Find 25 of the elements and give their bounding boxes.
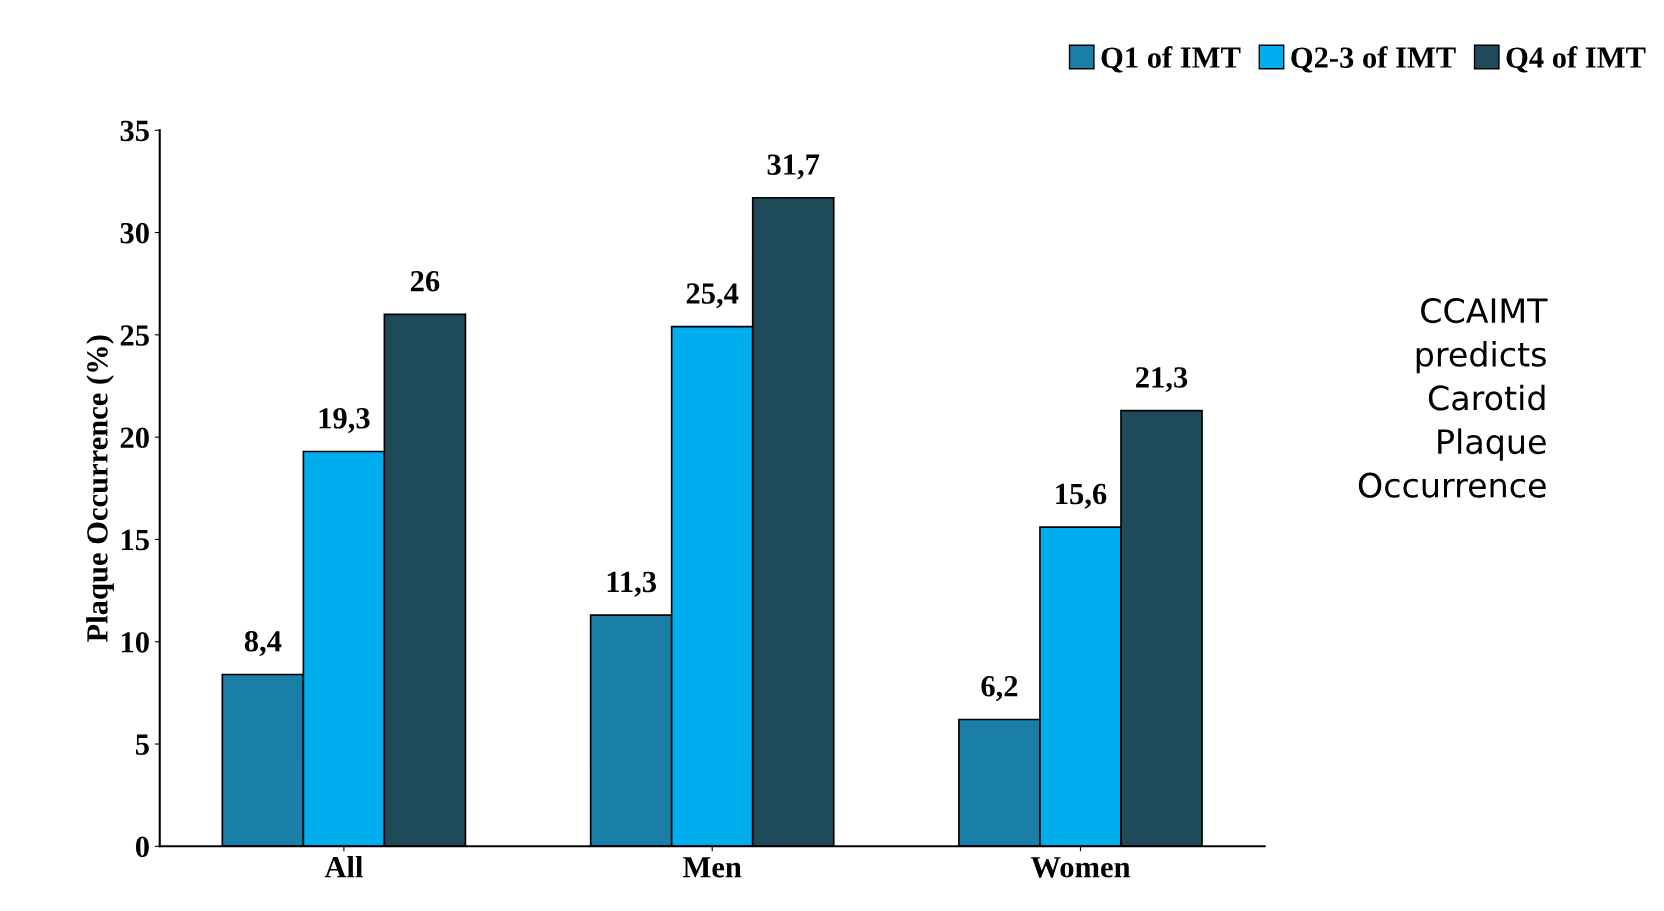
- y-tick-label: 35: [120, 120, 149, 142]
- text: CCAIMT predicts Carotid Plaque Occurrence: [1358, 297, 1548, 498]
- data-label: 25,4: [686, 283, 739, 309]
- data-label: 31,7: [767, 154, 820, 180]
- data-label: 15,6: [1056, 483, 1107, 509]
- y-tick-label: 5: [135, 734, 149, 755]
- data-label: 11,3: [607, 571, 657, 597]
- x-tick-label: Men: [683, 857, 742, 878]
- data-label: 19,3: [319, 408, 370, 434]
- data-label: 26: [410, 270, 440, 292]
- y-tick-label: 15: [121, 529, 149, 551]
- y-tick-label: 20: [120, 427, 149, 449]
- data-label: 8,4: [244, 630, 282, 657]
- data-label: 21,3: [1136, 367, 1188, 393]
- legend-label: Q1 of IMT: [1101, 46, 1241, 73]
- y-tick-label: 0: [135, 836, 149, 858]
- y-axis-title: Plaque Occurrence (%): [86, 335, 114, 642]
- legend-label: Q4 of IMT: [1506, 46, 1646, 73]
- data-label: 6,2: [981, 676, 1018, 702]
- y-tick-label: 10: [121, 632, 149, 653]
- x-tick-label: Women: [1030, 857, 1131, 878]
- x-tick-label: All: [324, 856, 363, 878]
- legend-label: Q2-3 of IMT: [1291, 46, 1456, 73]
- y-tick-label: 25: [120, 325, 149, 346]
- y-tick-label: 30: [120, 222, 149, 244]
